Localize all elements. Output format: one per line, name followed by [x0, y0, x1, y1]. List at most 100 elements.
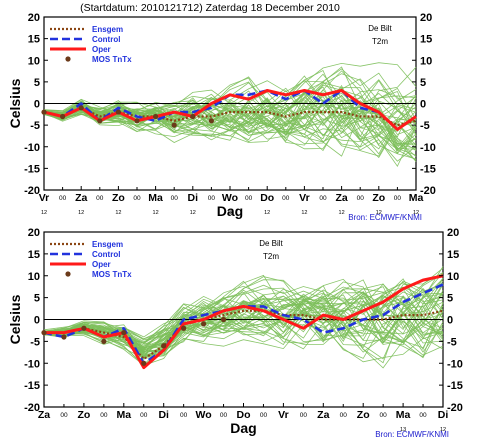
mos-point: [78, 105, 84, 111]
mos-point: [134, 118, 140, 124]
x-tick-label-00: 00: [59, 195, 67, 202]
x-tick-label-day: Zo: [372, 192, 385, 204]
x-tick-label-00: 00: [140, 412, 148, 419]
y-tick-label-left: -15: [24, 380, 40, 392]
x-tick-label-00: 00: [340, 412, 348, 419]
y-tick-label-left: -20: [24, 185, 40, 197]
x-tick-label-00: 00: [300, 412, 308, 419]
y-tick-label-left: 10: [28, 271, 40, 283]
variable-label: T2m: [372, 37, 388, 46]
y-tick-label-right: 10: [447, 271, 459, 283]
x-tick-label-00: 00: [171, 195, 179, 202]
x-hour-label: 12: [264, 210, 270, 216]
x-tick-label-day: Vr: [39, 192, 50, 204]
x-hour-label: 12: [227, 210, 233, 216]
mos-point: [121, 330, 127, 336]
variable-label: T2m: [263, 252, 279, 261]
x-tick-label-day: Vr: [278, 409, 289, 421]
x-tick-label-day: Ma: [148, 192, 163, 204]
mos-point: [190, 113, 196, 120]
x-tick-label-day: Vr: [299, 192, 310, 204]
y-tick-label-left: -10: [24, 142, 40, 154]
ensemble-member-line: [43, 97, 417, 155]
x-tick-label-day: Wo: [222, 192, 238, 204]
y-tick-label-right: 0: [420, 99, 426, 111]
x-hour-label: 12: [376, 210, 382, 216]
x-tick-label-day: Zo: [77, 409, 90, 421]
mos-point: [97, 118, 103, 124]
x-hour-label: 13: [400, 427, 406, 433]
x-hour-label: 12: [78, 210, 84, 216]
x-tick-label-00: 00: [357, 195, 365, 202]
y-tick-label-left: -10: [24, 358, 40, 370]
x-tick-label-day: Ma: [117, 409, 132, 421]
series-line-oper: [44, 274, 444, 370]
ensemble-member-line: [43, 82, 417, 136]
mos-point: [81, 325, 87, 331]
y-tick-label-left: 5: [34, 293, 40, 305]
mos-point: [153, 113, 159, 120]
x-tick-label-day: Do: [237, 409, 251, 421]
mos-point: [201, 321, 207, 327]
x-tick-label-day: Ma: [396, 409, 411, 421]
x-axis-label: Dag: [230, 420, 256, 436]
ensemble-member-line: [43, 286, 444, 358]
x-tick-label-00: 00: [419, 412, 427, 419]
legend-label: Oper: [92, 260, 111, 269]
x-tick-label-00: 00: [133, 195, 141, 202]
series-line-ensgem: [44, 309, 444, 360]
x-hour-label: 12: [115, 210, 121, 216]
y-tick-label-right: -10: [447, 358, 463, 370]
y-tick-label-left: -20: [24, 402, 40, 414]
x-tick-label-day: Za: [317, 409, 329, 421]
y-axis-label: Celsius: [7, 78, 23, 128]
y-tick-label-left: 15: [28, 34, 40, 46]
x-tick-label-00: 00: [245, 195, 253, 202]
y-tick-label-left: 0: [34, 315, 40, 327]
x-tick-label-00: 00: [394, 195, 402, 202]
y-tick-label-right: 20: [447, 227, 459, 239]
y-tick-label-right: 15: [447, 249, 459, 261]
mos-point: [141, 360, 147, 366]
mos-point: [115, 109, 121, 115]
x-axis-label: Dag: [217, 203, 243, 219]
ensemble-member-line: [43, 286, 444, 343]
x-tick-label-day: Ma: [409, 192, 424, 204]
station-label: De Bilt: [368, 24, 392, 33]
ensemble-member-line: [43, 66, 417, 151]
mos-point: [101, 338, 107, 344]
legend-swatch-mos: [65, 271, 71, 277]
x-tick-label-day: Za: [335, 192, 347, 204]
mos-point: [161, 343, 167, 349]
x-tick-label-day: Di: [188, 192, 199, 204]
x-hour-label: 12: [413, 210, 419, 216]
legend-label: Control: [92, 250, 120, 259]
y-tick-label-right: 15: [420, 34, 432, 46]
legend-label: Ensgem: [92, 240, 123, 249]
y-tick-label-right: 0: [447, 315, 453, 327]
x-tick-label-00: 00: [319, 195, 327, 202]
mos-point: [41, 330, 47, 336]
y-tick-label-left: 15: [28, 249, 40, 261]
figure-title: (Startdatum: 2010121712) Zaterdag 18 Dec…: [80, 2, 340, 14]
legend-label: Oper: [92, 45, 111, 54]
x-tick-label-00: 00: [208, 195, 216, 202]
y-tick-label-right: -5: [420, 120, 430, 132]
mos-point: [171, 122, 177, 128]
x-tick-label-day: Za: [75, 192, 87, 204]
x-hour-label: 12: [339, 210, 345, 216]
y-tick-label-right: -10: [420, 142, 436, 154]
x-hour-label: 12: [190, 210, 196, 216]
y-tick-label-right: -20: [420, 185, 436, 197]
y-tick-label-left: 20: [28, 227, 40, 239]
x-tick-label-00: 00: [96, 195, 104, 202]
x-tick-label-00: 00: [380, 412, 388, 419]
ensemble-member-line: [43, 73, 417, 136]
ensemble-member-line: [43, 78, 417, 135]
y-tick-label-right: -15: [447, 380, 463, 392]
y-tick-label-right: -15: [420, 163, 436, 175]
y-tick-label-left: 10: [28, 55, 40, 67]
